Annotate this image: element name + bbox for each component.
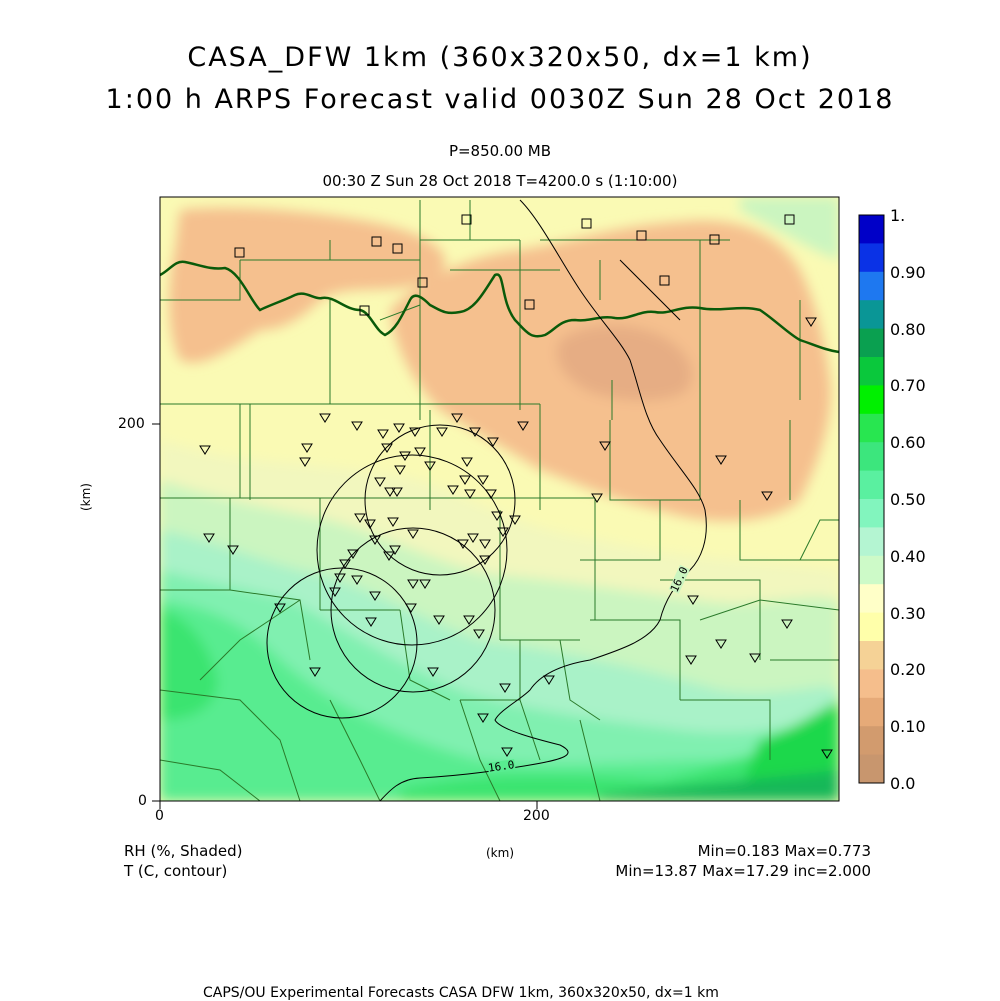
colorbar-label: 0.30	[890, 603, 926, 623]
radar-rings	[266, 424, 516, 719]
colorbar-swatch	[859, 641, 884, 670]
colorbar-swatch	[859, 243, 884, 273]
colorbar-label: 0.80	[890, 319, 926, 339]
colorbar-label: 0.10	[890, 717, 926, 737]
colorbar-frame	[858, 214, 885, 784]
colorbar-swatch	[859, 499, 884, 528]
legend-t: T (C, contour)	[124, 862, 228, 880]
colorbar	[858, 214, 885, 784]
y-tick-200: 200	[118, 416, 145, 432]
rh-field-045-ne	[740, 197, 839, 260]
contour-label-16-south: 16.0	[487, 758, 516, 775]
colorbar-label: 0.40	[890, 546, 926, 566]
radar-ring-south	[330, 527, 496, 693]
colorbar-label: 0.90	[890, 262, 926, 282]
colorbar-swatch	[859, 215, 884, 244]
legend-rh: RH (%, Shaded)	[124, 842, 243, 860]
x-axis-label: (km)	[486, 846, 515, 860]
station-triangles	[199, 317, 833, 759]
colorbar-swatch	[859, 442, 884, 472]
rh-field-055	[160, 600, 839, 801]
stats-rh: Min=0.183 Max=0.773	[697, 842, 871, 860]
colorbar-swatch	[859, 555, 884, 585]
x-tick-0: 0	[155, 808, 164, 824]
colorbar-swatch	[859, 470, 884, 500]
station-squares	[234, 214, 795, 316]
stats-t: Min=13.87 Max=17.29 inc=2.000	[615, 862, 871, 880]
state-boundary	[160, 260, 839, 354]
colorbar-swatch	[859, 357, 884, 386]
radar-ring-sw	[266, 567, 418, 719]
colorbar-swatch	[859, 584, 884, 614]
colorbar-label: 0.50	[890, 490, 926, 509]
rh-field-070	[600, 770, 839, 801]
rh-field-020-nw	[169, 208, 446, 363]
radar-ring-ne	[364, 424, 516, 576]
colorbar-swatch	[859, 612, 884, 642]
footer-credit: CAPS/OU Experimental Forecasts CASA DFW …	[203, 985, 719, 1001]
title-line-2: 1:00 h ARPS Forecast valid 0030Z Sun 28 …	[105, 84, 895, 115]
colorbar-swatch	[859, 413, 884, 443]
colorbar-swatch	[859, 328, 884, 358]
colorbar-label: 0.0	[890, 774, 916, 793]
colorbar-swatch	[859, 754, 884, 784]
plot-frame	[159, 196, 840, 802]
colorbar-swatch	[859, 300, 884, 330]
colorbar-swatch	[859, 697, 884, 727]
time-info: 00:30 Z Sun 28 Oct 2018 T=4200.0 s (1:10…	[322, 172, 678, 190]
colorbar-swatch	[859, 669, 884, 699]
rh-field-060	[160, 610, 218, 720]
y-tick-0: 0	[138, 793, 147, 809]
radar-ring-center	[316, 454, 508, 646]
rh-field-015	[556, 325, 692, 401]
y-axis-label: (km)	[79, 482, 94, 512]
colorbar-label: 0.60	[890, 433, 926, 453]
colorbar-swatch	[859, 385, 884, 415]
temperature-contour-16	[379, 199, 707, 801]
rh-shading	[160, 197, 839, 801]
axis-ticks	[152, 423, 538, 809]
colorbar-label: 0.70	[890, 376, 926, 396]
pressure-level: P=850.00 MB	[448, 142, 552, 160]
title-line-1: CASA_DFW 1km (360x320x50, dx=1 km)	[187, 42, 813, 73]
colorbar-swatch	[859, 271, 884, 301]
colorbar-swatch	[859, 527, 884, 557]
colorbar-label: 0.20	[890, 660, 926, 680]
colorbar-swatch	[859, 726, 884, 756]
colorbar-label: 1.	[890, 206, 906, 225]
x-tick-200: 200	[523, 808, 550, 824]
